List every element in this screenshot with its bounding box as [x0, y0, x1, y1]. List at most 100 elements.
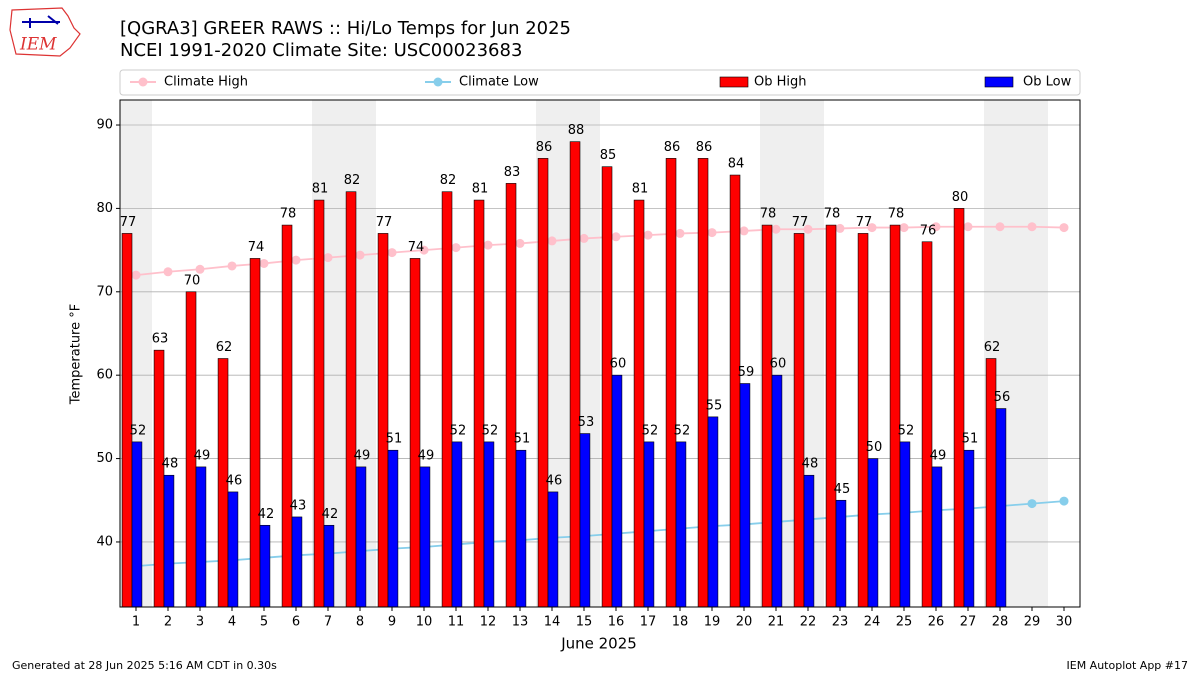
bar: [323, 524, 335, 608]
bar-label: 83: [504, 165, 521, 180]
legend-swatch: [138, 77, 148, 87]
x-axis-label: June 2025: [560, 635, 637, 653]
bar-label: 70: [184, 273, 201, 288]
climate-point: [227, 261, 237, 271]
legend-label: Ob Low: [1023, 75, 1072, 90]
climate-point: [259, 258, 269, 268]
bar-label: 46: [226, 473, 243, 488]
climate-point: [963, 222, 973, 232]
logo-text: IEM: [19, 35, 57, 55]
chart-subtitle: NCEI 1991-2020 Climate Site: USC00023683: [120, 40, 522, 61]
bar: [377, 233, 389, 608]
x-tick-label: 28: [992, 615, 1009, 630]
x-tick-label: 8: [356, 615, 364, 630]
bar: [921, 241, 933, 608]
plot-frame: [119, 99, 1081, 608]
bar-label: 78: [824, 207, 841, 222]
x-tick-label: 1: [132, 615, 140, 630]
climate-point: [707, 228, 717, 238]
bar: [963, 449, 975, 608]
x-tick-label: 19: [704, 615, 721, 630]
climate-point: [931, 222, 941, 232]
climate-point: [867, 223, 877, 233]
x-tick-label: 5: [260, 615, 268, 630]
bar-label: 77: [376, 215, 393, 230]
x-tick-label: 12: [480, 615, 497, 630]
bar-label: 49: [418, 448, 435, 463]
bar: [345, 191, 357, 608]
bar: [195, 466, 207, 608]
x-tick-label: 18: [672, 615, 689, 630]
climate-point: [483, 240, 493, 250]
bar: [889, 224, 901, 608]
bar: [579, 433, 591, 608]
x-tick-label: 25: [896, 615, 913, 630]
bar-label: 60: [770, 357, 787, 372]
bar: [537, 158, 549, 608]
bar-label: 74: [408, 240, 425, 255]
bar-label: 53: [578, 415, 595, 430]
climate-point: [1027, 222, 1037, 232]
bar-label: 52: [130, 423, 147, 438]
bar-label: 42: [258, 507, 275, 522]
climate-point: [451, 243, 461, 253]
bar-label: 49: [354, 448, 371, 463]
bar-label: 52: [642, 423, 659, 438]
bar-label: 42: [322, 507, 339, 522]
bar-label: 49: [194, 448, 211, 463]
climate-point: [835, 223, 845, 233]
bar-label: 62: [984, 340, 1001, 355]
bar: [131, 441, 143, 608]
bar-label: 76: [920, 223, 937, 238]
climate-point: [515, 238, 525, 248]
bar-label: 81: [472, 182, 489, 197]
bar: [419, 466, 431, 608]
bar-label: 45: [834, 482, 851, 497]
bar: [825, 224, 837, 608]
climate-point: [739, 226, 749, 236]
climate-point: [1059, 496, 1069, 506]
climate-point: [131, 270, 141, 280]
bar: [121, 233, 133, 608]
chart-title: [QGRA3] GREER RAWS :: Hi/Lo Temps for Ju…: [120, 18, 571, 39]
x-tick-label: 2: [164, 615, 172, 630]
y-tick-label: 80: [96, 201, 113, 216]
bar-label: 86: [536, 140, 553, 155]
x-tick-label: 15: [576, 615, 593, 630]
bar: [675, 441, 687, 608]
climate-point: [163, 267, 173, 277]
climate-point: [643, 230, 653, 240]
bar-label: 78: [888, 207, 905, 222]
x-tick-label: 13: [512, 615, 529, 630]
x-tick-label: 29: [1024, 615, 1041, 630]
x-tick-label: 17: [640, 615, 657, 630]
bar-label: 81: [312, 182, 329, 197]
bar: [793, 233, 805, 608]
bar: [835, 499, 847, 608]
bar: [387, 449, 399, 608]
bar-label: 50: [866, 440, 883, 455]
bar: [601, 166, 613, 608]
y-tick-label: 50: [96, 451, 113, 466]
bar-label: 78: [760, 207, 777, 222]
bar-label: 52: [482, 423, 499, 438]
bar: [729, 174, 741, 608]
bar: [857, 233, 869, 608]
x-tick-label: 11: [448, 615, 465, 630]
bar-label: 51: [386, 432, 403, 447]
bar: [803, 474, 815, 608]
bar: [473, 199, 485, 608]
bar: [281, 224, 293, 608]
y-tick-label: 70: [96, 284, 113, 299]
climate-point: [675, 228, 685, 238]
bar-label: 51: [962, 432, 979, 447]
x-tick-label: 23: [832, 615, 849, 630]
x-tick-label: 24: [864, 615, 881, 630]
bar-label: 82: [344, 173, 361, 188]
climate-point: [291, 255, 301, 265]
y-axis-label: Temperature °F: [69, 304, 84, 405]
bar-label: 77: [120, 215, 137, 230]
bar: [505, 183, 517, 608]
legend-swatch: [984, 76, 1014, 88]
